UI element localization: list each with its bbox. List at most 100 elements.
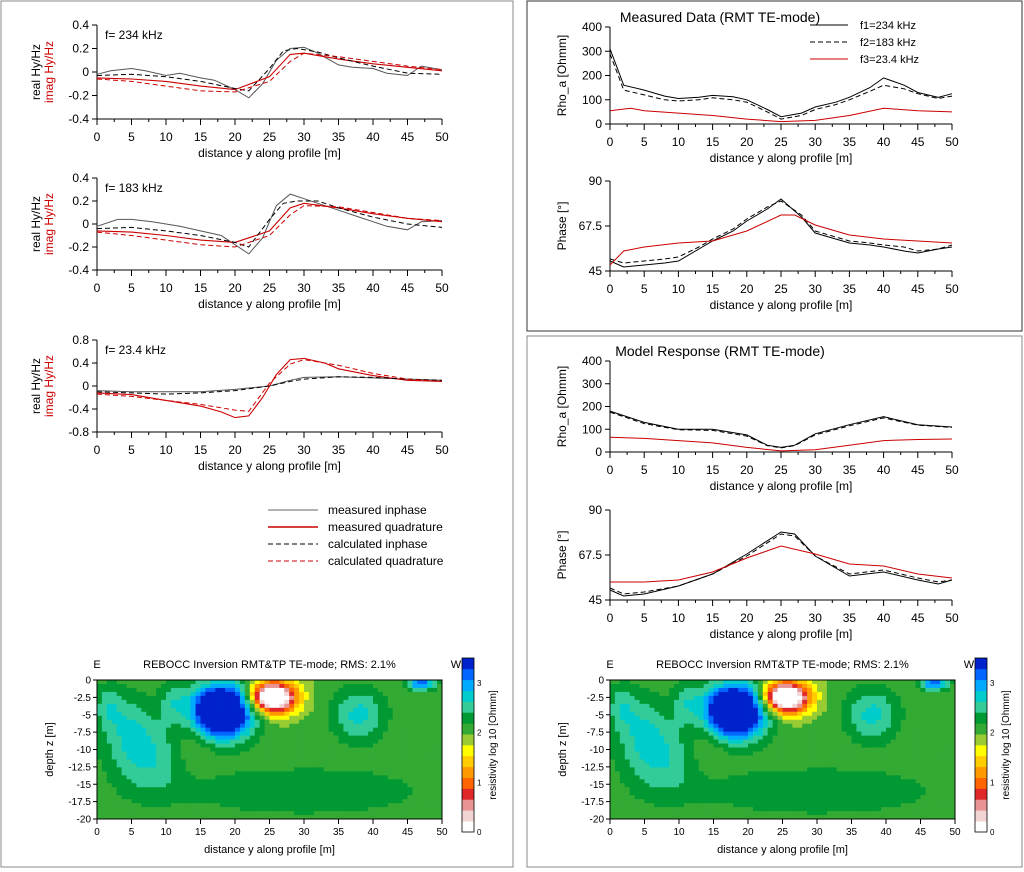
heatmap-cell	[368, 739, 374, 745]
heatmap-cell	[205, 775, 211, 780]
heatmap-cell	[304, 699, 310, 705]
heatmap-cell	[412, 763, 418, 768]
heatmap-cell	[817, 799, 823, 804]
heatmap-cell	[190, 687, 197, 693]
y-tick-label: 0.2	[72, 42, 89, 56]
heatmap-cell	[407, 775, 413, 780]
heatmap-cell	[111, 719, 118, 725]
heatmap-cell	[407, 683, 413, 689]
heatmap-cell	[629, 783, 636, 788]
heatmap-cell	[836, 731, 843, 737]
heatmap-cell	[269, 795, 275, 800]
model-response-frame	[526, 335, 1023, 868]
heatmap-cell	[846, 715, 852, 721]
heatmap-cell	[417, 707, 423, 713]
heatmap-cell	[313, 779, 320, 784]
heatmap-cell	[619, 695, 626, 701]
heatmap-cell	[151, 795, 157, 800]
heatmap-cell	[772, 811, 779, 816]
heatmap-cell	[259, 787, 266, 792]
heatmap-cell	[180, 807, 187, 812]
heatmap-cell	[215, 731, 221, 737]
heatmap-cell	[397, 767, 404, 772]
heatmap-cell	[156, 807, 162, 812]
heatmap-cell	[348, 735, 354, 741]
heatmap-cell	[895, 811, 902, 816]
rho-series	[609, 107, 953, 123]
heatmap-cell	[161, 687, 167, 693]
heatmap-cell	[772, 751, 779, 756]
heatmap-cell	[772, 787, 779, 792]
heatmap-cell	[881, 815, 887, 820]
heatmap-cell	[185, 779, 192, 784]
heatmap-cell	[762, 680, 769, 685]
heatmap-cell	[313, 799, 320, 804]
heatmap-cell	[802, 731, 808, 737]
heatmap-cell	[713, 727, 719, 733]
heatmap-cell	[890, 767, 897, 772]
heatmap-cell	[728, 775, 734, 780]
y-tick-label: -0.4	[68, 112, 89, 126]
heatmap-cell	[619, 703, 626, 709]
heatmap-cell	[693, 723, 700, 729]
heatmap-cell	[802, 707, 808, 713]
heatmap-cell	[674, 727, 680, 733]
heatmap-cell	[881, 791, 887, 796]
heatmap-cell	[190, 763, 197, 768]
heatmap-cell	[871, 779, 877, 784]
heatmap-cell	[664, 811, 670, 816]
heatmap-cell	[432, 687, 438, 693]
heatmap-cell	[733, 779, 739, 784]
heatmap-cell	[200, 799, 206, 804]
heatmap-cell	[866, 815, 872, 820]
heatmap-cell	[807, 815, 813, 820]
heatmap-cell	[358, 771, 364, 776]
heatmap-cell	[304, 680, 310, 685]
heatmap-cell	[644, 707, 650, 713]
heatmap-cell	[733, 775, 739, 780]
heatmap-cell	[215, 699, 221, 705]
heatmap-cell	[836, 727, 843, 733]
heatmap-cell	[782, 791, 788, 796]
heatmap-cell	[639, 703, 645, 709]
x-tick-label: 50	[945, 135, 959, 149]
heatmap-cell	[703, 727, 710, 733]
inversion-sections: 0 5 10 15 20 25 30 35 40 45 500-2.5-5-7.5-10-12.5-…	[44, 657, 1012, 856]
heatmap-cell	[846, 787, 852, 792]
heatmap-cell	[817, 699, 823, 705]
heatmap-cell	[826, 683, 833, 689]
heatmap-cell	[777, 759, 783, 764]
heatmap-cell	[156, 755, 162, 760]
heatmap-cell	[175, 683, 182, 689]
heatmap-cell	[368, 811, 374, 816]
heatmap-cell	[871, 683, 877, 689]
heatmap-cell	[693, 755, 700, 760]
heatmap-cell	[683, 799, 690, 804]
heatmap-cell	[397, 803, 404, 808]
heatmap-cell	[807, 731, 813, 737]
heatmap-cell	[610, 687, 616, 693]
heatmap-cell	[836, 715, 843, 721]
heatmap-cell	[723, 779, 729, 784]
heatmap-cell	[161, 799, 167, 804]
heatmap-cell	[733, 807, 739, 812]
heatmap-cell	[235, 695, 241, 701]
heatmap-cell	[708, 747, 714, 752]
heatmap-cell	[807, 751, 813, 756]
heatmap-cell	[338, 687, 344, 693]
heatmap-cell	[279, 779, 285, 784]
heatmap-cell	[225, 759, 231, 764]
heatmap-cell	[821, 715, 828, 721]
heatmap-cell	[210, 699, 216, 705]
heatmap-cell	[279, 727, 285, 733]
heatmap-cell	[417, 807, 423, 812]
heatmap-cell	[851, 771, 857, 776]
heatmap-cell	[669, 687, 675, 693]
heatmap-cell	[812, 783, 818, 788]
heatmap-cell	[210, 795, 216, 800]
heatmap-cell	[225, 783, 231, 788]
heatmap-cell	[762, 811, 769, 816]
heatmap-cell	[713, 791, 719, 796]
heatmap-cell	[856, 795, 862, 800]
heatmap-cell	[166, 755, 172, 760]
